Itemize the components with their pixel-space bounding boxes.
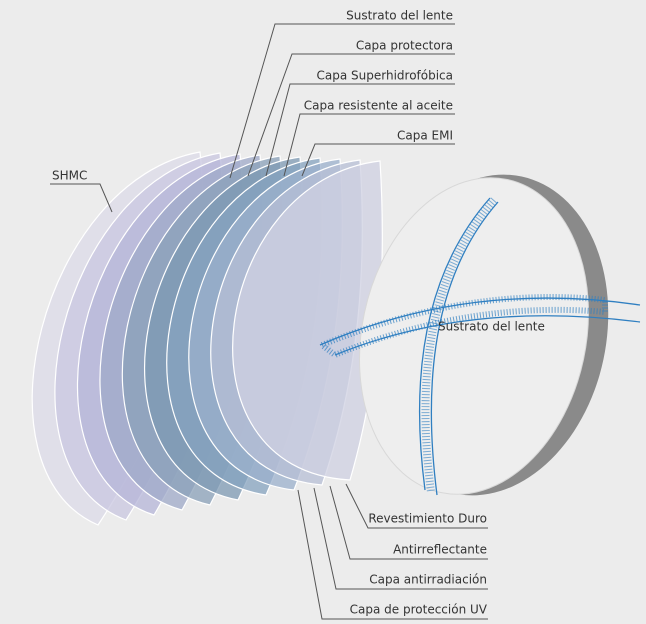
layer-label: Antirreflectante (393, 543, 487, 557)
layer-label: Capa resistente al aceite (304, 99, 453, 113)
layer-label: Capa protectora (356, 39, 453, 53)
layer-label: Revestimiento Duro (368, 512, 487, 526)
center-label: Sustrato del lente (438, 320, 545, 334)
layer-label: Capa EMI (397, 129, 453, 143)
layer-label: Capa de protección UV (350, 603, 488, 617)
diagram: Sustrato del lente Sustrato del lente Ca… (0, 0, 646, 624)
layer-label: Capa Superhidrofóbica (317, 69, 454, 83)
layer-label: SHMC (52, 169, 87, 183)
layer-label: Capa antirradiación (369, 573, 487, 587)
layer-label: Sustrato del lente (346, 9, 453, 23)
